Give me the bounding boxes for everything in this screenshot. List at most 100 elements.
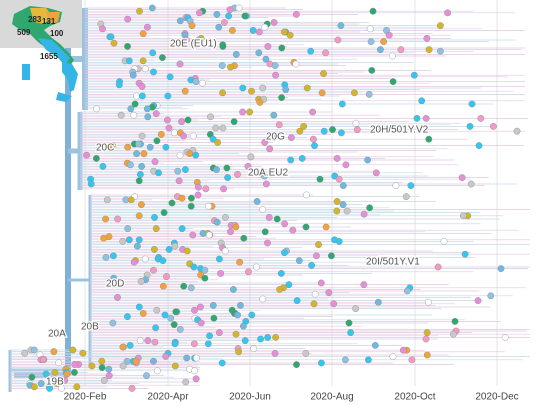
tip <box>333 207 341 215</box>
tip <box>317 279 325 287</box>
tip <box>261 138 269 146</box>
tip <box>110 39 118 47</box>
tip <box>316 175 324 183</box>
tip <box>334 36 342 44</box>
tip <box>365 91 373 98</box>
tip <box>198 79 206 87</box>
tip <box>249 26 257 34</box>
tip <box>342 161 350 169</box>
tip <box>126 341 134 349</box>
tip <box>440 237 448 245</box>
tip <box>413 115 421 122</box>
tip <box>341 356 349 364</box>
tip <box>69 346 77 354</box>
tip <box>138 132 146 140</box>
tip <box>128 384 136 392</box>
tip <box>224 174 232 182</box>
tip <box>98 357 106 365</box>
tip <box>194 191 202 199</box>
tip <box>298 154 306 162</box>
tip <box>436 47 444 55</box>
tip <box>132 357 140 365</box>
tip <box>352 119 360 127</box>
tip <box>343 207 351 215</box>
map-region <box>46 12 60 24</box>
tip <box>309 108 316 116</box>
tip <box>513 127 521 135</box>
tip <box>123 357 131 365</box>
tip <box>30 346 38 354</box>
map-sardinia <box>22 64 30 80</box>
tip <box>271 349 279 357</box>
tip <box>127 105 135 113</box>
tip <box>360 281 368 288</box>
tip <box>487 292 495 300</box>
tip <box>202 185 210 193</box>
tip <box>399 346 407 354</box>
tip <box>236 301 244 309</box>
tip <box>219 43 227 50</box>
tip <box>165 245 173 253</box>
tip <box>241 12 249 20</box>
tip <box>199 229 207 237</box>
tip <box>366 204 373 212</box>
tip <box>302 191 310 199</box>
tip <box>175 177 183 185</box>
tip <box>171 242 179 250</box>
tip <box>232 51 240 58</box>
tip <box>461 250 469 258</box>
tip <box>182 378 190 386</box>
tip <box>278 94 285 102</box>
tip <box>150 68 157 76</box>
tip <box>28 373 36 381</box>
x-tick-label: 2020-Dec <box>475 392 518 403</box>
tip <box>280 249 288 257</box>
tip <box>259 295 267 303</box>
tip <box>210 314 218 322</box>
tip <box>39 356 47 363</box>
tip <box>335 237 343 245</box>
tip <box>265 213 273 221</box>
tip <box>152 110 160 118</box>
tip <box>350 89 358 97</box>
tip <box>124 43 131 50</box>
tip <box>467 180 475 188</box>
tip <box>244 162 252 170</box>
tip <box>152 324 160 332</box>
clade-label: 20E (EU1) <box>170 39 217 50</box>
tip <box>311 290 319 298</box>
tip <box>425 135 433 143</box>
x-tick-label: 2020-Jun <box>229 392 271 403</box>
tip <box>99 162 107 170</box>
clade-label: 20A <box>48 329 66 340</box>
tip <box>139 309 147 317</box>
tip <box>293 361 300 368</box>
tip <box>192 78 200 86</box>
tip <box>264 43 272 50</box>
tip <box>130 258 138 266</box>
clade-label: 20C <box>96 143 114 154</box>
tip <box>130 111 138 119</box>
tip <box>449 330 457 338</box>
tip <box>163 116 171 124</box>
tip <box>63 370 71 378</box>
tip <box>247 153 255 161</box>
tip <box>140 150 148 158</box>
tip <box>295 257 303 264</box>
tip <box>264 333 271 341</box>
x-tick-label: 2020-Aug <box>310 392 353 403</box>
tip <box>372 169 380 177</box>
tip <box>236 258 244 266</box>
tip <box>132 92 140 100</box>
tip <box>353 126 361 134</box>
tip <box>192 354 200 362</box>
tip <box>143 105 151 113</box>
tip <box>292 10 300 18</box>
tip <box>239 322 247 330</box>
tip <box>434 263 442 271</box>
tip <box>205 231 213 239</box>
clade-label: 20A.EU2 <box>248 168 288 179</box>
tip <box>369 7 377 15</box>
x-tick-label: 2020-Apr <box>147 392 189 403</box>
tip <box>73 383 81 391</box>
